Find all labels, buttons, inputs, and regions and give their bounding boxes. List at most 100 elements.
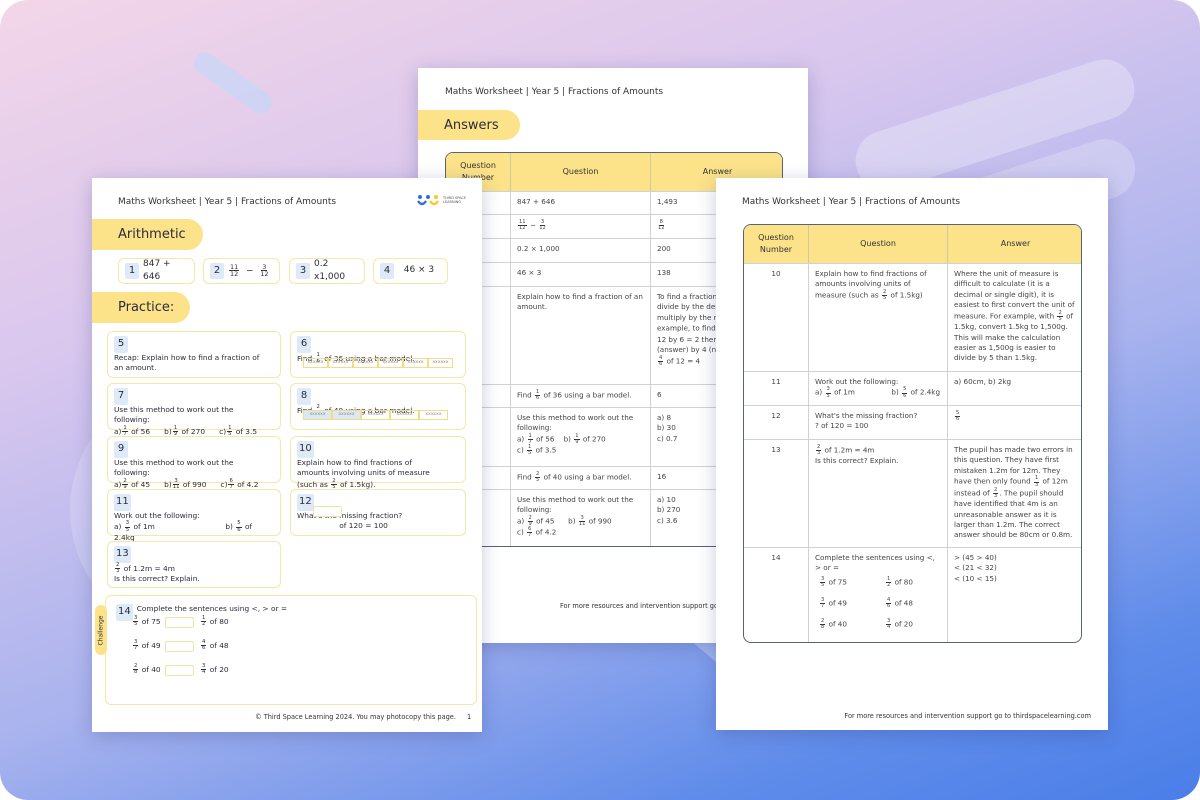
question-cell: 11 12 − 3 12 [511, 214, 651, 238]
question-number: 7 [114, 388, 128, 405]
question-number: 3 [296, 262, 310, 280]
fraction: 3 11 [578, 514, 586, 528]
answer-box[interactable] [165, 665, 194, 676]
page-number: 1 [467, 713, 472, 721]
page-footer: For more resources and intervention supp… [560, 602, 807, 610]
question-text: Use this method to work out the followin… [114, 404, 258, 438]
fraction: 3 12 [260, 262, 269, 279]
practice-question: 12What's the missing fraction? of 120 = … [290, 489, 466, 536]
question-cell: Explain how to find fractions of amounts… [809, 263, 948, 371]
question-number: 11 [114, 494, 131, 511]
table-row: Use this method to work out the followin… [446, 489, 782, 546]
bar-model: xxxxxx xxxxxx xxxxxx xxxxxx xxxxxx [303, 410, 448, 420]
question-text: 11 12 − 3 12 [229, 262, 269, 279]
fraction: 11 12 [518, 219, 527, 232]
table-row: 13 2 3 of 1.2m = 4m Is this correct? Explai… [744, 439, 1081, 547]
bar-model-cell: xxxxxx [303, 358, 328, 368]
question-cell: What's the missing fraction?? of 120 = 1… [809, 405, 948, 439]
challenge-box: 14 Complete the sentences using <, > or =… [105, 595, 477, 705]
answer-box[interactable] [165, 617, 194, 628]
question-number-cell: 13 [744, 439, 809, 547]
answer-box[interactable] [165, 641, 194, 652]
fraction: 11 12 [229, 262, 240, 279]
question-text: Explain how to find fractions of amounts… [297, 457, 430, 491]
page-footer: For more resources and intervention supp… [844, 712, 1091, 720]
question-number: 14 [116, 604, 133, 621]
question-text: Explain how to find fractions of amounts… [815, 269, 927, 302]
answer-cell: a) 60cm, b) 2kg [948, 371, 1081, 405]
bar-model-cell: xxxxxx [303, 410, 332, 420]
practice-question: 10Explain how to find fractions of amoun… [290, 436, 466, 490]
bar-model-cell: xxxxxx [390, 410, 419, 420]
practice-question: 7Use this method to work out the followi… [107, 383, 281, 437]
arithmetic-question: 3 0.2 x1,000 [289, 258, 365, 284]
fraction: 3 11 [172, 477, 180, 491]
table-row: 12 What's the missing fraction?? of 120 =… [744, 405, 1081, 439]
decorative-pill [189, 48, 277, 118]
page-header: Maths Worksheet | Year 5 | Fractions of … [742, 197, 961, 207]
question-number-cell: 10 [744, 263, 809, 371]
bar-model: xxxxxx xxxxxx xxxxxx xxxxxx xxxxxx xxxxxx [303, 358, 453, 368]
question-text: Use this method to work out the followin… [114, 457, 259, 491]
bar-model-cell: xxxxxx [328, 358, 353, 368]
question-cell: 847 + 646 [511, 191, 651, 214]
fraction: 3 12 [539, 219, 546, 232]
section-title-practice: Practice: [92, 292, 190, 323]
bar-model-cell: xxxxxx [332, 410, 361, 420]
practice-question: 13 2 3 of 1.2m = 4m Is this correct? Explai… [107, 541, 281, 588]
question-cell: Use this method to work out the followin… [511, 489, 651, 546]
practice-question: 8Find 25 of 40 using a bar model.xxxxxxx… [290, 383, 466, 430]
practice-question: 5Recap: Explain how to find a fraction o… [107, 331, 281, 378]
bar-model-cell: xxxxxx [361, 410, 390, 420]
answer-box[interactable] [313, 506, 342, 517]
third-space-learning-logo: THIRD SPACE LEARNING [417, 193, 473, 209]
answer-cell: > (45 > 40) < (21 < 32) < (10 < 15) [948, 547, 1081, 642]
worksheet-page: Maths Worksheet | Year 5 | Fractions of … [92, 178, 482, 732]
question-number: 4 [380, 262, 394, 280]
logo-text: THIRD SPACE LEARNING [443, 196, 467, 204]
question-number: 8 [297, 388, 311, 405]
question-number-cell: 12 [744, 405, 809, 439]
question-text: 0.2 x1,000 [314, 258, 346, 282]
question-text: Complete the sentences using <, > or = [815, 553, 935, 573]
